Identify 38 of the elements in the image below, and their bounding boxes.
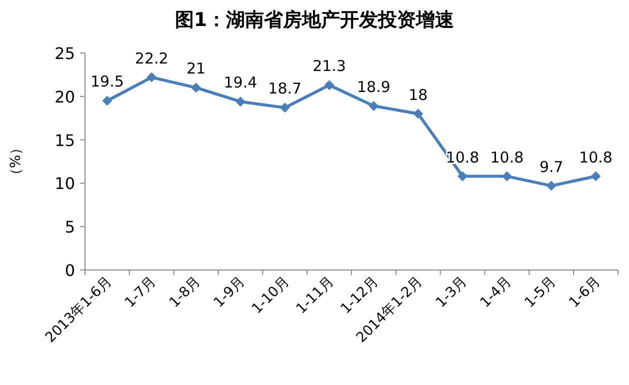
data-label: 18.7 [268, 80, 302, 98]
point [590, 171, 601, 182]
point [280, 102, 290, 113]
point [235, 96, 246, 107]
point [146, 72, 157, 82]
chart-title: 图1：湖南省房地产开发投资增速 [174, 9, 454, 31]
point [102, 96, 112, 106]
data-label: 10.8 [579, 148, 612, 166]
y-tick-label: 5 [64, 218, 75, 237]
data-label: 18 [408, 86, 428, 104]
x-tick-label: 1-7月 [122, 274, 160, 311]
data-label: 9.7 [539, 158, 564, 176]
x-tick-label: 1-8月 [166, 274, 204, 311]
data-label: 21.3 [312, 57, 346, 76]
y-tick-label: 20 [54, 87, 75, 106]
data-label: 10.8 [490, 148, 524, 166]
x-tick-label: 1-6月 [566, 274, 604, 311]
x-tick-label: 1-9月 [210, 274, 248, 311]
x-tick-label: 1-4月 [477, 274, 515, 311]
point [458, 171, 468, 182]
point [191, 82, 202, 93]
point [413, 108, 424, 119]
point [502, 171, 512, 182]
point [546, 180, 556, 191]
x-tick-label: 1-5月 [522, 274, 560, 311]
y-tick-label: 10 [54, 174, 75, 194]
y-tick-label: 0 [64, 261, 75, 280]
point [324, 80, 334, 90]
data-label: 21 [186, 60, 206, 78]
data-label: 18.9 [357, 78, 390, 96]
y-tick-label: 25 [54, 44, 75, 63]
y-axis-title: （%） [8, 140, 24, 182]
y-tick-label: 15 [54, 130, 75, 150]
data-label: 19.4 [224, 74, 258, 92]
x-tick-label: 1-3月 [432, 274, 470, 311]
data-label: 19.5 [90, 72, 124, 91]
point [368, 100, 379, 111]
data-label: 22.2 [134, 49, 168, 68]
